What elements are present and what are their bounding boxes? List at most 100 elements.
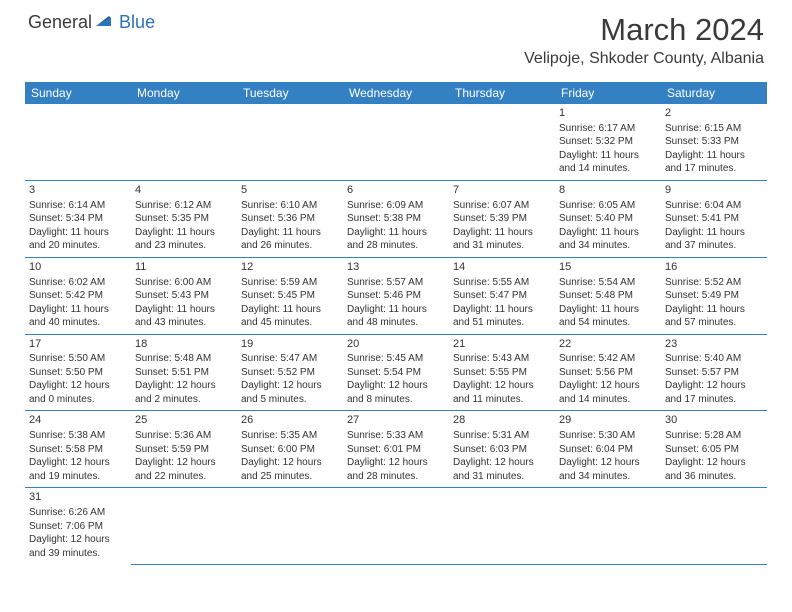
daylight-text: Daylight: 11 hours (241, 303, 339, 317)
day-number: 17 (29, 337, 127, 352)
weekday-header: Wednesday (343, 82, 449, 104)
calendar-table: Sunday Monday Tuesday Wednesday Thursday… (25, 82, 767, 565)
sunset-text: Sunset: 6:03 PM (453, 443, 551, 457)
daylight-text: and 28 minutes. (347, 470, 445, 484)
sunset-text: Sunset: 5:41 PM (665, 212, 763, 226)
day-number: 11 (135, 260, 233, 275)
sunrise-text: Sunrise: 5:28 AM (665, 429, 763, 443)
sunset-text: Sunset: 5:56 PM (559, 366, 657, 380)
daylight-text: Daylight: 11 hours (665, 149, 763, 163)
sunset-text: Sunset: 6:00 PM (241, 443, 339, 457)
calendar-day-cell: 22Sunrise: 5:42 AMSunset: 5:56 PMDayligh… (555, 334, 661, 411)
calendar-week-row: 10Sunrise: 6:02 AMSunset: 5:42 PMDayligh… (25, 257, 767, 334)
calendar-day-cell (25, 104, 131, 180)
sunset-text: Sunset: 5:49 PM (665, 289, 763, 303)
day-number: 31 (29, 490, 127, 505)
day-number: 2 (665, 106, 763, 121)
calendar-day-cell (237, 104, 343, 180)
sunset-text: Sunset: 5:40 PM (559, 212, 657, 226)
sunset-text: Sunset: 5:55 PM (453, 366, 551, 380)
calendar-day-cell: 29Sunrise: 5:30 AMSunset: 6:04 PMDayligh… (555, 411, 661, 488)
day-number: 14 (453, 260, 551, 275)
weekday-header: Monday (131, 82, 237, 104)
sunrise-text: Sunrise: 5:30 AM (559, 429, 657, 443)
daylight-text: Daylight: 12 hours (29, 533, 127, 547)
daylight-text: and 19 minutes. (29, 470, 127, 484)
day-number: 5 (241, 183, 339, 198)
day-number: 23 (665, 337, 763, 352)
daylight-text: and 25 minutes. (241, 470, 339, 484)
day-number: 10 (29, 260, 127, 275)
daylight-text: Daylight: 12 hours (241, 379, 339, 393)
day-number: 4 (135, 183, 233, 198)
daylight-text: and 40 minutes. (29, 316, 127, 330)
daylight-text: and 0 minutes. (29, 393, 127, 407)
daylight-text: Daylight: 12 hours (347, 456, 445, 470)
daylight-text: and 23 minutes. (135, 239, 233, 253)
sunrise-text: Sunrise: 6:12 AM (135, 199, 233, 213)
sunrise-text: Sunrise: 6:02 AM (29, 276, 127, 290)
calendar-day-cell (343, 488, 449, 564)
weekday-header: Tuesday (237, 82, 343, 104)
sunset-text: Sunset: 6:05 PM (665, 443, 763, 457)
calendar-day-cell: 16Sunrise: 5:52 AMSunset: 5:49 PMDayligh… (661, 257, 767, 334)
daylight-text: and 26 minutes. (241, 239, 339, 253)
calendar-day-cell (449, 104, 555, 180)
sunset-text: Sunset: 7:06 PM (29, 520, 127, 534)
daylight-text: Daylight: 11 hours (665, 303, 763, 317)
sunrise-text: Sunrise: 5:40 AM (665, 352, 763, 366)
daylight-text: and 51 minutes. (453, 316, 551, 330)
sunset-text: Sunset: 5:59 PM (135, 443, 233, 457)
flag-icon (96, 12, 116, 33)
weekday-header-row: Sunday Monday Tuesday Wednesday Thursday… (25, 82, 767, 104)
calendar-day-cell: 8Sunrise: 6:05 AMSunset: 5:40 PMDaylight… (555, 180, 661, 257)
daylight-text: and 45 minutes. (241, 316, 339, 330)
daylight-text: Daylight: 11 hours (135, 226, 233, 240)
sunrise-text: Sunrise: 6:07 AM (453, 199, 551, 213)
calendar-day-cell: 21Sunrise: 5:43 AMSunset: 5:55 PMDayligh… (449, 334, 555, 411)
daylight-text: and 39 minutes. (29, 547, 127, 561)
daylight-text: Daylight: 12 hours (135, 456, 233, 470)
calendar-day-cell (661, 488, 767, 564)
calendar-week-row: 24Sunrise: 5:38 AMSunset: 5:58 PMDayligh… (25, 411, 767, 488)
sunset-text: Sunset: 5:43 PM (135, 289, 233, 303)
calendar-day-cell: 20Sunrise: 5:45 AMSunset: 5:54 PMDayligh… (343, 334, 449, 411)
calendar-day-cell (555, 488, 661, 564)
sunrise-text: Sunrise: 5:38 AM (29, 429, 127, 443)
sunrise-text: Sunrise: 5:35 AM (241, 429, 339, 443)
day-number: 13 (347, 260, 445, 275)
calendar-day-cell: 18Sunrise: 5:48 AMSunset: 5:51 PMDayligh… (131, 334, 237, 411)
daylight-text: Daylight: 11 hours (29, 226, 127, 240)
day-number: 1 (559, 106, 657, 121)
sunset-text: Sunset: 5:50 PM (29, 366, 127, 380)
calendar-week-row: 1Sunrise: 6:17 AMSunset: 5:32 PMDaylight… (25, 104, 767, 180)
calendar-day-cell: 9Sunrise: 6:04 AMSunset: 5:41 PMDaylight… (661, 180, 767, 257)
daylight-text: Daylight: 12 hours (347, 379, 445, 393)
calendar-day-cell: 25Sunrise: 5:36 AMSunset: 5:59 PMDayligh… (131, 411, 237, 488)
daylight-text: Daylight: 12 hours (241, 456, 339, 470)
daylight-text: Daylight: 12 hours (453, 379, 551, 393)
sunset-text: Sunset: 6:04 PM (559, 443, 657, 457)
sunrise-text: Sunrise: 5:54 AM (559, 276, 657, 290)
day-number: 29 (559, 413, 657, 428)
sunset-text: Sunset: 5:39 PM (453, 212, 551, 226)
day-number: 18 (135, 337, 233, 352)
sunset-text: Sunset: 5:52 PM (241, 366, 339, 380)
sunset-text: Sunset: 5:51 PM (135, 366, 233, 380)
calendar-day-cell: 19Sunrise: 5:47 AMSunset: 5:52 PMDayligh… (237, 334, 343, 411)
calendar-week-row: 31Sunrise: 6:26 AMSunset: 7:06 PMDayligh… (25, 488, 767, 564)
sunrise-text: Sunrise: 5:55 AM (453, 276, 551, 290)
sunrise-text: Sunrise: 6:04 AM (665, 199, 763, 213)
daylight-text: Daylight: 11 hours (29, 303, 127, 317)
sunset-text: Sunset: 5:33 PM (665, 135, 763, 149)
calendar-day-cell: 2Sunrise: 6:15 AMSunset: 5:33 PMDaylight… (661, 104, 767, 180)
daylight-text: Daylight: 11 hours (453, 303, 551, 317)
daylight-text: and 57 minutes. (665, 316, 763, 330)
sunset-text: Sunset: 5:48 PM (559, 289, 657, 303)
calendar-day-cell: 10Sunrise: 6:02 AMSunset: 5:42 PMDayligh… (25, 257, 131, 334)
daylight-text: and 22 minutes. (135, 470, 233, 484)
weekday-header: Saturday (661, 82, 767, 104)
sunset-text: Sunset: 5:54 PM (347, 366, 445, 380)
logo: General Blue (28, 12, 155, 33)
calendar-day-cell: 11Sunrise: 6:00 AMSunset: 5:43 PMDayligh… (131, 257, 237, 334)
